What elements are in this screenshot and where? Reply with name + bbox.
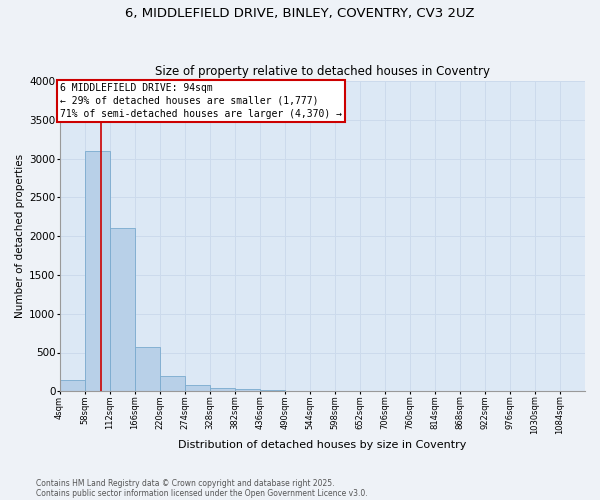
Title: Size of property relative to detached houses in Coventry: Size of property relative to detached ho…: [155, 66, 490, 78]
Text: 6, MIDDLEFIELD DRIVE, BINLEY, COVENTRY, CV3 2UZ: 6, MIDDLEFIELD DRIVE, BINLEY, COVENTRY, …: [125, 8, 475, 20]
Bar: [210, 388, 235, 392]
Bar: [59, 380, 85, 392]
Bar: [160, 376, 185, 392]
Bar: [260, 390, 285, 392]
Text: 6 MIDDLEFIELD DRIVE: 94sqm
← 29% of detached houses are smaller (1,777)
71% of s: 6 MIDDLEFIELD DRIVE: 94sqm ← 29% of deta…: [60, 82, 342, 119]
Text: Contains public sector information licensed under the Open Government Licence v3: Contains public sector information licen…: [36, 488, 368, 498]
Y-axis label: Number of detached properties: Number of detached properties: [15, 154, 25, 318]
Bar: [134, 346, 160, 392]
Text: Contains HM Land Registry data © Crown copyright and database right 2025.: Contains HM Land Registry data © Crown c…: [36, 478, 335, 488]
Bar: [235, 389, 260, 392]
Bar: [110, 228, 134, 392]
X-axis label: Distribution of detached houses by size in Coventry: Distribution of detached houses by size …: [178, 440, 466, 450]
Bar: [85, 151, 110, 392]
Bar: [185, 386, 210, 392]
